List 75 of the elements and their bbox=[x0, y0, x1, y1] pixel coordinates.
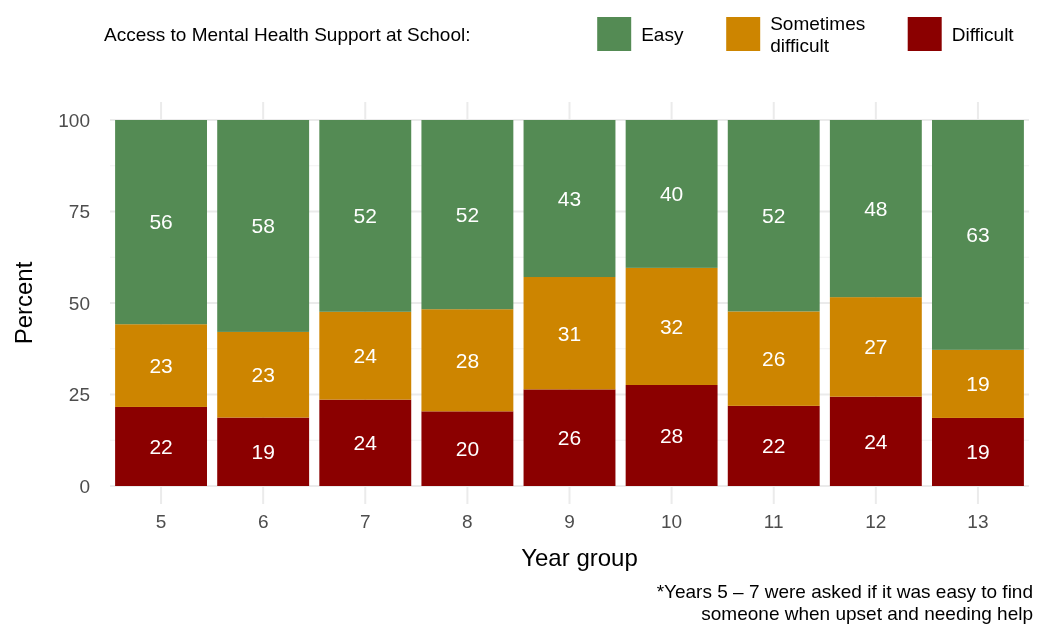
data-label: 43 bbox=[557, 186, 582, 210]
data-label: 19 bbox=[966, 372, 990, 396]
x-tick-label: 9 bbox=[564, 511, 575, 532]
bar bbox=[727, 311, 820, 406]
data-label: 24 bbox=[353, 344, 378, 368]
data-label: 23 bbox=[251, 363, 275, 387]
data-label: 52 bbox=[762, 204, 786, 228]
bar bbox=[727, 405, 820, 486]
bar bbox=[523, 277, 616, 390]
bar bbox=[727, 120, 820, 312]
y-tick-label: 25 bbox=[68, 384, 90, 406]
legend-label: Sometimes difficult bbox=[770, 12, 866, 56]
y-tick-label: 100 bbox=[58, 109, 90, 131]
y-tick-label: 0 bbox=[79, 475, 90, 497]
data-label: 22 bbox=[149, 434, 173, 458]
data-label: 23 bbox=[149, 353, 173, 377]
data-label: 27 bbox=[864, 335, 888, 359]
x-tick-label: 6 bbox=[257, 511, 269, 532]
bar bbox=[319, 120, 412, 312]
y-tick-label: 75 bbox=[68, 201, 90, 223]
bar bbox=[217, 120, 310, 332]
data-label: 28 bbox=[659, 423, 684, 447]
data-label: 28 bbox=[455, 348, 480, 372]
data-label: 26 bbox=[762, 346, 786, 370]
data-label: 52 bbox=[455, 202, 480, 226]
bar bbox=[523, 120, 616, 278]
data-label: 56 bbox=[149, 210, 173, 234]
data-label: 19 bbox=[966, 440, 990, 464]
bar bbox=[931, 349, 1024, 418]
bar bbox=[625, 120, 718, 268]
data-label: 19 bbox=[251, 440, 275, 464]
bar bbox=[319, 311, 412, 400]
legend-label: Difficult bbox=[951, 23, 1015, 45]
data-label: 52 bbox=[353, 204, 377, 228]
x-axis-title: Year group bbox=[521, 544, 638, 571]
bar bbox=[217, 331, 310, 418]
bar bbox=[421, 309, 514, 412]
bar bbox=[931, 417, 1024, 486]
legend-title: Access to Mental Health Support at School: bbox=[104, 23, 471, 45]
x-tick-label: 5 bbox=[155, 511, 167, 532]
y-tick-label: 50 bbox=[68, 292, 90, 314]
bar bbox=[625, 267, 718, 385]
text: *Years 5 – 7 were asked if it was easy to find someone when upset and needing help bbox=[656, 581, 1033, 624]
bar bbox=[115, 406, 208, 486]
bar bbox=[319, 399, 412, 486]
x-tick-label: 12 bbox=[865, 511, 887, 532]
x-tick-label: 8 bbox=[462, 511, 473, 532]
bar bbox=[421, 120, 514, 310]
bar bbox=[217, 417, 310, 486]
bar bbox=[115, 120, 208, 325]
data-label: 58 bbox=[251, 214, 275, 238]
data-label: 32 bbox=[659, 314, 684, 338]
data-label: 24 bbox=[864, 429, 888, 453]
data-label: 40 bbox=[659, 182, 684, 206]
data-label: 63 bbox=[966, 223, 990, 247]
bar bbox=[829, 297, 922, 397]
legend-label: Easy bbox=[641, 23, 684, 45]
data-label: 24 bbox=[353, 431, 378, 455]
x-tick-label: 13 bbox=[967, 511, 989, 532]
data-label: 31 bbox=[557, 321, 582, 345]
bar bbox=[829, 120, 922, 298]
data-label: 22 bbox=[762, 434, 786, 458]
data-label: 48 bbox=[864, 196, 888, 220]
bar bbox=[625, 384, 718, 486]
bar bbox=[829, 396, 922, 486]
x-tick-label: 11 bbox=[763, 511, 784, 532]
bar bbox=[115, 324, 208, 407]
bar bbox=[421, 411, 514, 486]
bar bbox=[523, 389, 616, 486]
x-tick-label: 10 bbox=[661, 511, 683, 532]
data-label: 20 bbox=[455, 437, 480, 461]
bar bbox=[931, 120, 1024, 350]
x-tick-label: 7 bbox=[359, 511, 371, 532]
data-label: 26 bbox=[557, 426, 582, 450]
y-axis-title: Percent bbox=[10, 261, 37, 345]
